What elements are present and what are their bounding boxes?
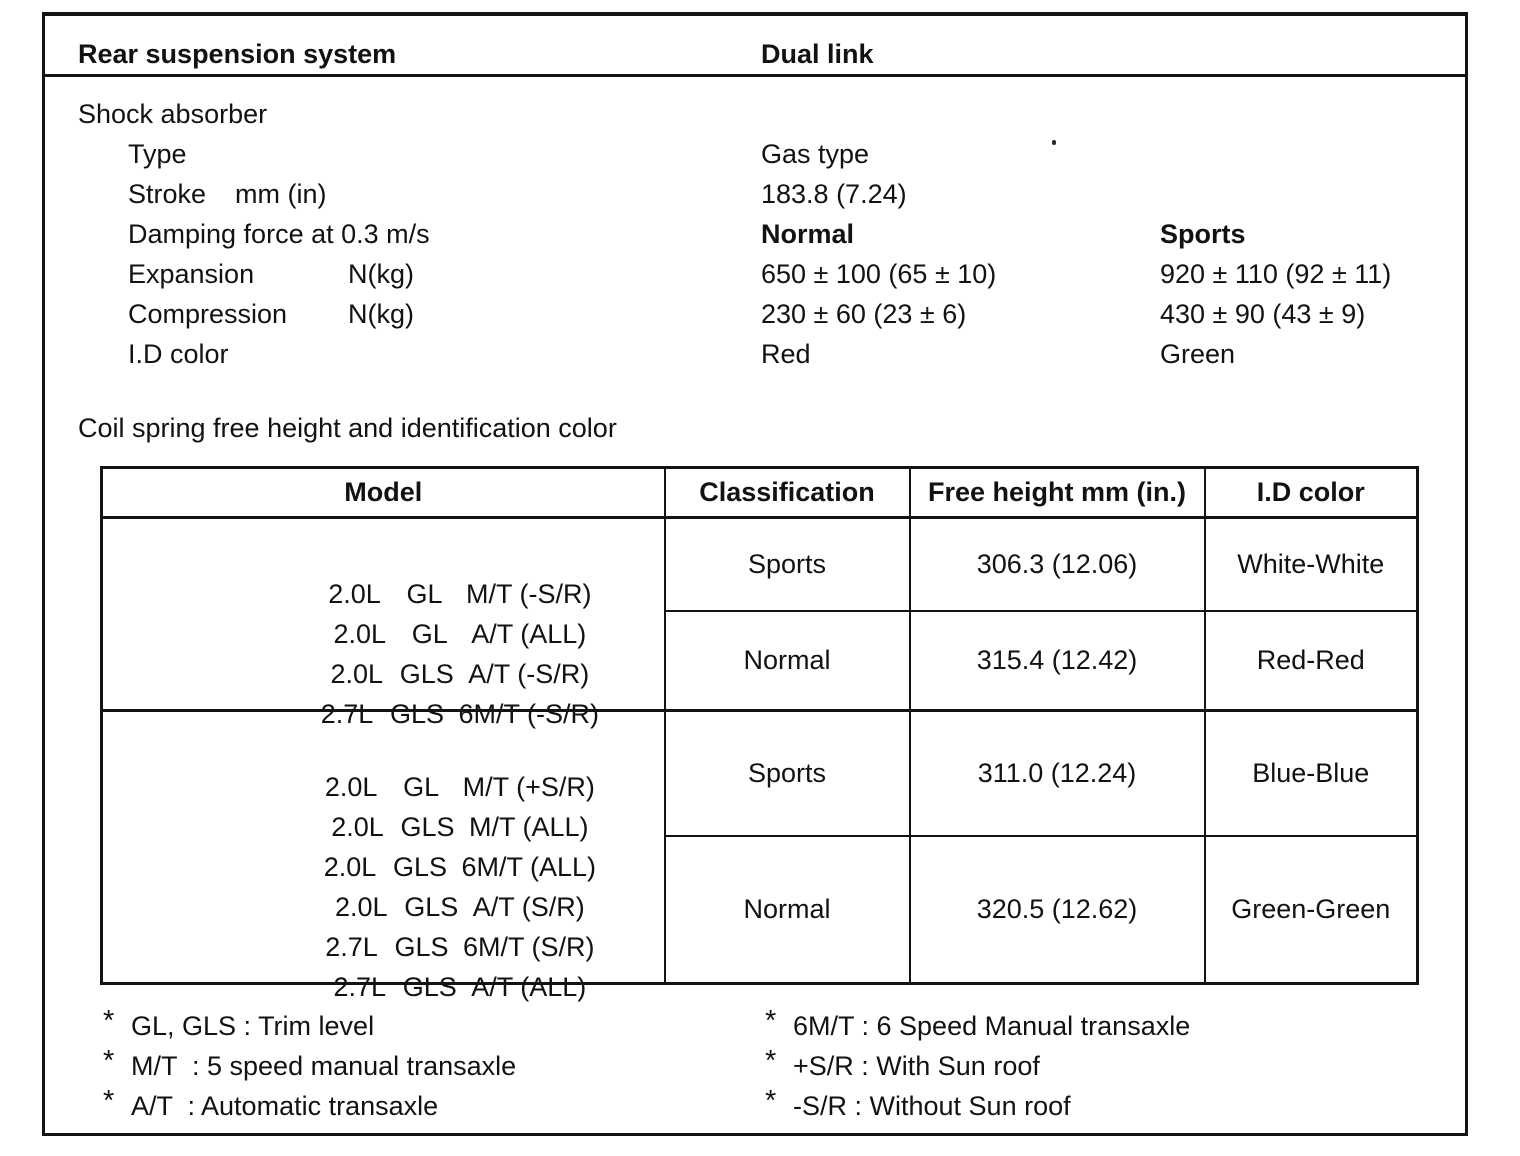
spec-value: Gas type: [761, 139, 870, 169]
id-color-cell: White-White: [1203, 516, 1419, 612]
col-header-classification: Classification: [663, 466, 911, 519]
model-line: 2.0L GL M/T (-S/R): [328, 579, 592, 609]
footnote-row: * A/T : Automatic transaxle * -S/R : Wit…: [45, 1085, 1465, 1126]
spec-value-normal: 650 ± 100 (65 ± 10): [761, 259, 997, 289]
spec-row-expansion: Expansion N(kg) 650 ± 100 (65 ± 10) 920 …: [45, 254, 1465, 294]
spec-unit: N(kg): [348, 299, 414, 329]
spec-label: Expansion: [128, 259, 255, 289]
id-color-cell: Red-Red: [1203, 609, 1419, 712]
system-value: Dual link: [761, 39, 874, 69]
spec-label: Stroke: [128, 179, 207, 209]
spec-row-stroke: Stroke mm (in) 183.8 (7.24): [45, 174, 1465, 214]
asterisk-marker: *: [103, 1005, 115, 1037]
classification-cell: Sports: [663, 516, 911, 612]
footnote-text: -S/R : Without Sun roof: [793, 1091, 1071, 1121]
asterisk-marker: *: [765, 1045, 777, 1077]
model-line: 2.0L GLS A/T (S/R): [334, 892, 585, 922]
classification-cell: Normal: [663, 834, 911, 985]
model-cell-group1: 2.0L GL M/T (-S/R) 2.0L GL A/T (ALL) 2.0L GLS…: [100, 516, 666, 729]
spec-label: Type: [128, 139, 187, 169]
model-line: 2.0L GLS A/T (-S/R): [330, 659, 590, 689]
spec-value-sports: Green: [1160, 339, 1236, 369]
coil-spring-title: Coil spring free height and identificati…: [78, 413, 617, 443]
id-color-cell: Green-Green: [1203, 834, 1419, 985]
model-cell-group2: 2.0L GL M/T (+S/R) 2.0L GLS M/T (ALL) 2.0L GL…: [100, 709, 666, 1002]
spec-value-sports: 430 ± 90 (43 ± 9): [1160, 299, 1366, 329]
free-height-cell: 320.5 (12.62): [908, 834, 1206, 985]
model-line: 2.0L GL A/T (ALL): [333, 619, 587, 649]
footnote-text: +S/R : With Sun roof: [793, 1051, 1040, 1081]
free-height-cell: 311.0 (12.24): [908, 709, 1206, 837]
free-height-cell: 315.4 (12.42): [908, 609, 1206, 712]
spec-value-sports: 920 ± 110 (92 ± 11): [1160, 259, 1392, 289]
header-divider: [42, 74, 1468, 77]
id-color-cell: Blue-Blue: [1203, 709, 1419, 837]
table-row: Normal 315.4 (12.42) Red-Red: [102, 609, 1419, 712]
spec-row-compression: Compression N(kg) 230 ± 60 (23 ± 6) 430 …: [45, 294, 1465, 334]
shock-absorber-title: Shock absorber: [78, 99, 268, 129]
model-list: 2.0L GL M/T (+S/R) 2.0L GLS M/T (ALL) 2.0L GL…: [103, 727, 664, 1002]
spec-row-type: Type Gas type: [45, 134, 1465, 174]
scan-speck: [1052, 140, 1056, 145]
model-line: 2.7L GLS 6M/T (S/R): [325, 932, 595, 962]
model-line: 2.0L GLS 6M/T (ALL): [323, 852, 597, 882]
free-height-cell: 306.3 (12.06): [908, 516, 1206, 612]
footnote-text: M/T : 5 speed manual transaxle: [131, 1051, 517, 1081]
spec-row-damping: Damping force at 0.3 m/s Normal Sports: [45, 214, 1465, 254]
model-line: 2.7L GLS A/T (ALL): [333, 972, 587, 1002]
footnote-row: * M/T : 5 speed manual transaxle * +S/R …: [45, 1045, 1465, 1086]
table-row: 2.0L GL M/T (+S/R) 2.0L GLS M/T (ALL) 2.0L GL…: [100, 709, 1419, 1002]
footnotes: * GL, GLS : Trim level * 6M/T : 6 Speed …: [45, 1005, 1465, 1126]
shock-spec-list: Type Gas type Stroke mm (in) 183.8 (7.24…: [45, 134, 1465, 374]
coil-spring-table: Model Classification Free height mm (in.…: [100, 466, 1419, 1002]
spec-label: Compression: [128, 299, 288, 329]
system-label: Rear suspension system: [78, 39, 397, 69]
asterisk-marker: *: [765, 1085, 777, 1117]
footnote-text: 6M/T : 6 Speed Manual transaxle: [793, 1011, 1191, 1041]
col-header-free-height: Free height mm (in.): [908, 466, 1206, 519]
col-header-model: Model: [100, 466, 666, 519]
footnote-text: A/T : Automatic transaxle: [131, 1091, 439, 1121]
asterisk-marker: *: [103, 1085, 115, 1117]
spec-label: I.D color: [128, 339, 229, 369]
footnote-text: GL, GLS : Trim level: [131, 1011, 375, 1041]
spec-unit: mm (in): [235, 179, 327, 209]
model-line: 2.0L GL M/T (+S/R): [324, 772, 595, 802]
footnote-row: * GL, GLS : Trim level * 6M/T : 6 Speed …: [45, 1005, 1465, 1046]
spec-label: Damping force at 0.3 m/s: [128, 219, 430, 249]
classification-cell: Normal: [663, 609, 911, 712]
model-line: 2.7L GLS 6M/T (-S/R): [320, 699, 600, 729]
model-line: 2.0L GLS M/T (ALL): [331, 812, 589, 842]
col-header-id-color: I.D color: [1203, 466, 1419, 519]
spec-row-id-color: I.D color Red Green: [45, 334, 1465, 374]
table-header-row: Model Classification Free height mm (in.…: [100, 466, 1419, 519]
spec-value: 183.8 (7.24): [761, 179, 907, 209]
model-list: 2.0L GL M/T (-S/R) 2.0L GL A/T (ALL) 2.0L GLS…: [103, 534, 664, 729]
page-border-frame: Rear suspension system Dual link Shock a…: [42, 12, 1468, 1136]
asterisk-marker: *: [103, 1045, 115, 1077]
normal-col-header: Normal: [761, 219, 855, 249]
spec-value-normal: Red: [761, 339, 811, 369]
spec-value-normal: 230 ± 60 (23 ± 6): [761, 299, 967, 329]
classification-cell: Sports: [663, 709, 911, 837]
sports-col-header: Sports: [1160, 219, 1246, 249]
asterisk-marker: *: [765, 1005, 777, 1037]
spec-unit: N(kg): [348, 259, 414, 289]
table-row: 2.0L GL M/T (-S/R) 2.0L GL A/T (ALL) 2.0L GLS…: [100, 516, 1419, 729]
table-row: Normal 320.5 (12.62) Green-Green: [102, 834, 1419, 985]
